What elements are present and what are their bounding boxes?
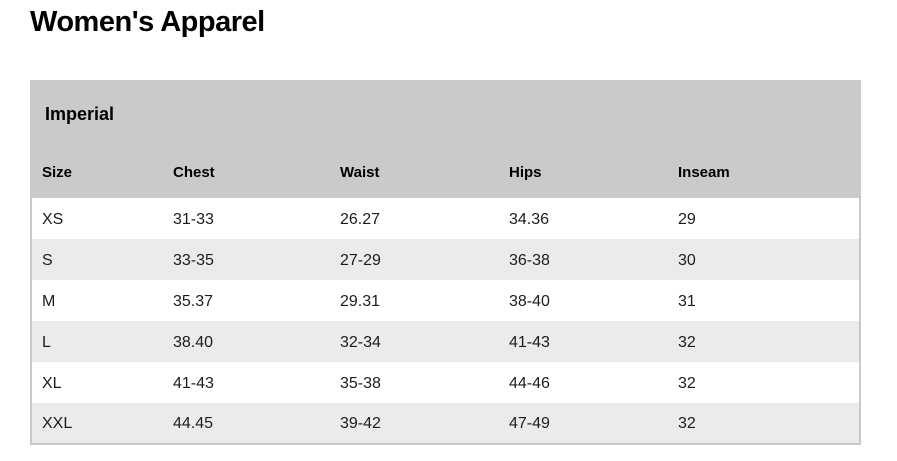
cell-waist: 35-38 bbox=[340, 374, 381, 392]
cell-hips: 41-43 bbox=[509, 333, 550, 351]
cell-hips: 34.36 bbox=[509, 210, 550, 228]
cell-size: XL bbox=[42, 374, 62, 392]
unit-section-row: Imperial bbox=[31, 81, 861, 141]
cell-waist: 27-29 bbox=[340, 251, 381, 269]
table-row: L 38.40 32-34 41-43 32 bbox=[31, 321, 861, 362]
unit-section-label: Imperial bbox=[31, 81, 861, 141]
table-row: XL 41-43 35-38 44-46 32 bbox=[31, 362, 861, 403]
column-header-chest: Chest bbox=[163, 141, 330, 198]
cell-size: M bbox=[42, 292, 56, 310]
cell-waist: 29.31 bbox=[340, 292, 381, 310]
cell-chest: 38.40 bbox=[173, 333, 214, 351]
column-header-waist: Waist bbox=[330, 141, 499, 198]
cell-size: L bbox=[42, 333, 51, 351]
cell-chest: 33-35 bbox=[173, 251, 214, 269]
cell-waist: 39-42 bbox=[340, 415, 381, 432]
cell-chest: 41-43 bbox=[173, 374, 214, 392]
cell-chest: 44.45 bbox=[173, 415, 214, 432]
column-header-hips: Hips bbox=[499, 141, 668, 198]
size-table: Imperial Size Chest Waist Hips Inseam XS… bbox=[30, 80, 862, 445]
table-row: XXL 44.45 39-42 47-49 32 bbox=[31, 403, 861, 444]
size-chart: Imperial Size Chest Waist Hips Inseam XS… bbox=[30, 80, 862, 445]
cell-hips: 38-40 bbox=[509, 292, 550, 310]
column-header-size: Size bbox=[31, 141, 163, 198]
cell-size: XXL bbox=[42, 415, 73, 432]
table-row: XS 31-33 26.27 34.36 29 bbox=[31, 198, 861, 239]
column-header-row: Size Chest Waist Hips Inseam bbox=[31, 141, 861, 198]
cell-size: XS bbox=[42, 210, 64, 228]
table-row: S 33-35 27-29 36-38 30 bbox=[31, 239, 861, 280]
cell-inseam: 32 bbox=[678, 374, 696, 392]
page-title: Women's Apparel bbox=[30, 6, 265, 38]
cell-hips: 36-38 bbox=[509, 251, 550, 269]
cell-waist: 32-34 bbox=[340, 333, 381, 351]
cell-waist: 26.27 bbox=[340, 210, 381, 228]
table-row: M 35.37 29.31 38-40 31 bbox=[31, 280, 861, 321]
cell-inseam: 32 bbox=[678, 415, 696, 432]
cell-hips: 47-49 bbox=[509, 415, 550, 432]
cell-size: S bbox=[42, 251, 53, 269]
cell-inseam: 31 bbox=[678, 292, 696, 310]
cell-chest: 31-33 bbox=[173, 210, 214, 228]
cell-hips: 44-46 bbox=[509, 374, 550, 392]
cell-inseam: 32 bbox=[678, 333, 696, 351]
cell-chest: 35.37 bbox=[173, 292, 214, 310]
cell-inseam: 30 bbox=[678, 251, 696, 269]
column-header-inseam: Inseam bbox=[668, 141, 861, 198]
cell-inseam: 29 bbox=[678, 210, 696, 228]
